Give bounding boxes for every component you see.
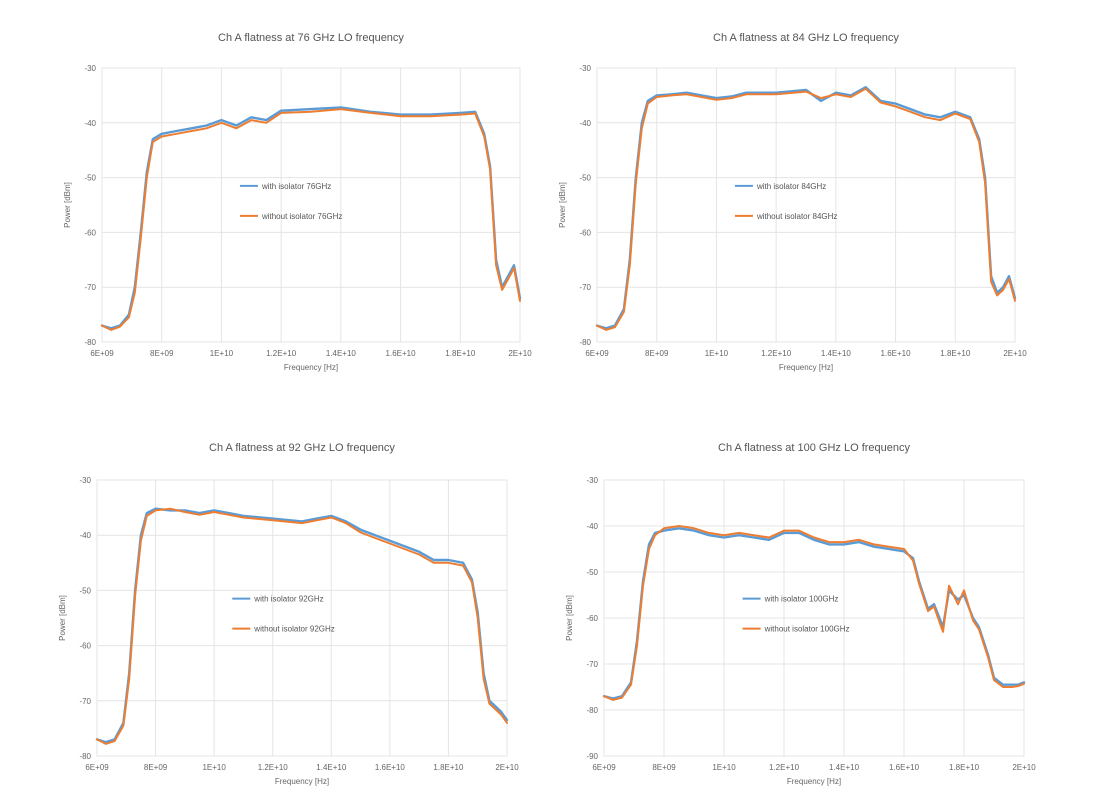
- plot-area-frame: [596, 67, 1016, 343]
- x-tick-label: 1E+10: [210, 349, 234, 358]
- y-tick-label: -50: [79, 586, 91, 595]
- x-axis-label: Frequency [Hz]: [284, 363, 338, 372]
- x-tick-label: 2E+10: [508, 349, 532, 358]
- legend-label: without isolator 100GHz: [764, 625, 850, 634]
- y-tick-label: -90: [586, 752, 598, 761]
- legend-label: with isolator 76GHz: [261, 182, 331, 191]
- x-tick-label: 1.2E+10: [266, 349, 297, 358]
- y-axis-label: Power [dBm]: [63, 182, 72, 228]
- y-tick-label: -80: [586, 706, 598, 715]
- x-tick-label: 1.4E+10: [326, 349, 357, 358]
- legend-label: without isolator 84GHz: [756, 212, 837, 221]
- y-tick-label: -60: [79, 642, 91, 651]
- x-axis-label: Frequency [Hz]: [779, 363, 833, 372]
- chart-title: Ch A flatness at 92 GHz LO frequency: [209, 442, 395, 454]
- chart-76ghz: Ch A flatness at 76 GHz LO frequency -30 -…: [60, 25, 540, 385]
- chart-84ghz: Ch A flatness at 84 GHz LO frequency -30 -…: [555, 25, 1035, 385]
- y-tick-label: -30: [84, 64, 96, 73]
- chart-92ghz: Ch A flatness at 92 GHz LO frequency -30 -…: [55, 435, 535, 805]
- x-tick-label: 2E+10: [495, 763, 519, 772]
- x-tick-label: 8E+09: [652, 763, 676, 772]
- x-tick-label: 6E+09: [592, 763, 616, 772]
- x-tick-label: 1E+10: [705, 349, 729, 358]
- x-tick-label: 1E+10: [202, 763, 226, 772]
- y-tick-label: -30: [579, 64, 591, 73]
- y-tick-label: -70: [84, 283, 96, 292]
- legend-label: without isolator 92GHz: [253, 625, 334, 634]
- chart-92ghz-svg: Ch A flatness at 92 GHz LO frequency -30 -…: [58, 442, 519, 786]
- y-tick-label: -50: [84, 174, 96, 183]
- x-tick-label: 1.2E+10: [761, 349, 792, 358]
- y-tick-label: -40: [579, 119, 591, 128]
- legend-label: with isolator 100GHz: [764, 595, 839, 604]
- chart-84ghz-svg: Ch A flatness at 84 GHz LO frequency -30 -…: [558, 32, 1027, 372]
- x-axis-label: Frequency [Hz]: [787, 777, 841, 786]
- chart-title: Ch A flatness at 100 GHz LO frequency: [718, 442, 910, 454]
- series-line-without-isolator: [603, 525, 1025, 701]
- x-tick-label: 1.2E+10: [258, 763, 289, 772]
- x-tick-label: 6E+09: [85, 763, 109, 772]
- series-line-without-isolator: [96, 507, 508, 745]
- chart-title: Ch A flatness at 76 GHz LO frequency: [218, 32, 404, 44]
- y-tick-label: -70: [586, 660, 598, 669]
- x-tick-label: 1.6E+10: [881, 349, 912, 358]
- x-tick-label: 1.8E+10: [940, 349, 971, 358]
- y-tick-label: -30: [586, 476, 598, 485]
- x-tick-label: 8E+09: [645, 349, 669, 358]
- series-line-without-isolator: [596, 87, 1016, 331]
- x-tick-label: 6E+09: [90, 349, 114, 358]
- chart-100ghz-svg: Ch A flatness at 100 GHz LO frequency -30…: [565, 442, 1036, 786]
- x-tick-label: 6E+09: [585, 349, 609, 358]
- chart-100ghz: Ch A flatness at 100 GHz LO frequency -30…: [560, 435, 1040, 805]
- x-tick-label: 1.4E+10: [829, 763, 860, 772]
- y-tick-label: -80: [79, 752, 91, 761]
- series-line-with-isolator: [602, 527, 1026, 700]
- y-tick-label: -80: [579, 338, 591, 347]
- x-tick-label: 1E+10: [712, 763, 736, 772]
- y-tick-label: -70: [79, 697, 91, 706]
- y-axis-label: Power [dBm]: [558, 182, 567, 228]
- y-tick-label: -40: [79, 531, 91, 540]
- series-line-without-isolator: [101, 108, 521, 331]
- x-axis-label: Frequency [Hz]: [275, 777, 329, 786]
- x-tick-label: 1.2E+10: [769, 763, 800, 772]
- x-tick-label: 8E+09: [150, 349, 174, 358]
- legend-label: with isolator 84GHz: [756, 182, 826, 191]
- y-tick-label: -70: [579, 283, 591, 292]
- x-tick-label: 1.6E+10: [375, 763, 406, 772]
- legend-label: without isolator 76GHz: [261, 212, 342, 221]
- y-tick-label: -80: [84, 338, 96, 347]
- x-tick-label: 1.6E+10: [889, 763, 920, 772]
- chart-76ghz-svg: Ch A flatness at 76 GHz LO frequency -30 -…: [63, 32, 532, 372]
- y-tick-label: -40: [84, 119, 96, 128]
- plot-area-frame: [96, 479, 508, 757]
- y-tick-label: -60: [586, 614, 598, 623]
- y-tick-label: -50: [586, 568, 598, 577]
- y-tick-label: -50: [579, 174, 591, 183]
- plot-area-frame: [603, 479, 1025, 757]
- x-tick-label: 1.8E+10: [445, 349, 476, 358]
- series-line-with-isolator: [595, 86, 1017, 330]
- x-tick-label: 1.4E+10: [821, 349, 852, 358]
- x-tick-label: 8E+09: [144, 763, 168, 772]
- x-tick-label: 2E+10: [1012, 763, 1036, 772]
- plot-area-frame: [101, 67, 521, 343]
- legend-label: with isolator 92GHz: [253, 595, 323, 604]
- x-tick-label: 1.6E+10: [386, 349, 417, 358]
- chart-title: Ch A flatness at 84 GHz LO frequency: [713, 32, 899, 44]
- x-tick-label: 1.4E+10: [316, 763, 347, 772]
- x-tick-label: 1.8E+10: [949, 763, 980, 772]
- y-tick-label: -40: [586, 522, 598, 531]
- x-tick-label: 1.8E+10: [433, 763, 464, 772]
- y-tick-label: -60: [579, 228, 591, 237]
- y-tick-label: -60: [84, 228, 96, 237]
- y-axis-label: Power [dBm]: [58, 595, 67, 641]
- x-tick-label: 2E+10: [1003, 349, 1027, 358]
- y-tick-label: -30: [79, 476, 91, 485]
- y-axis-label: Power [dBm]: [565, 595, 574, 641]
